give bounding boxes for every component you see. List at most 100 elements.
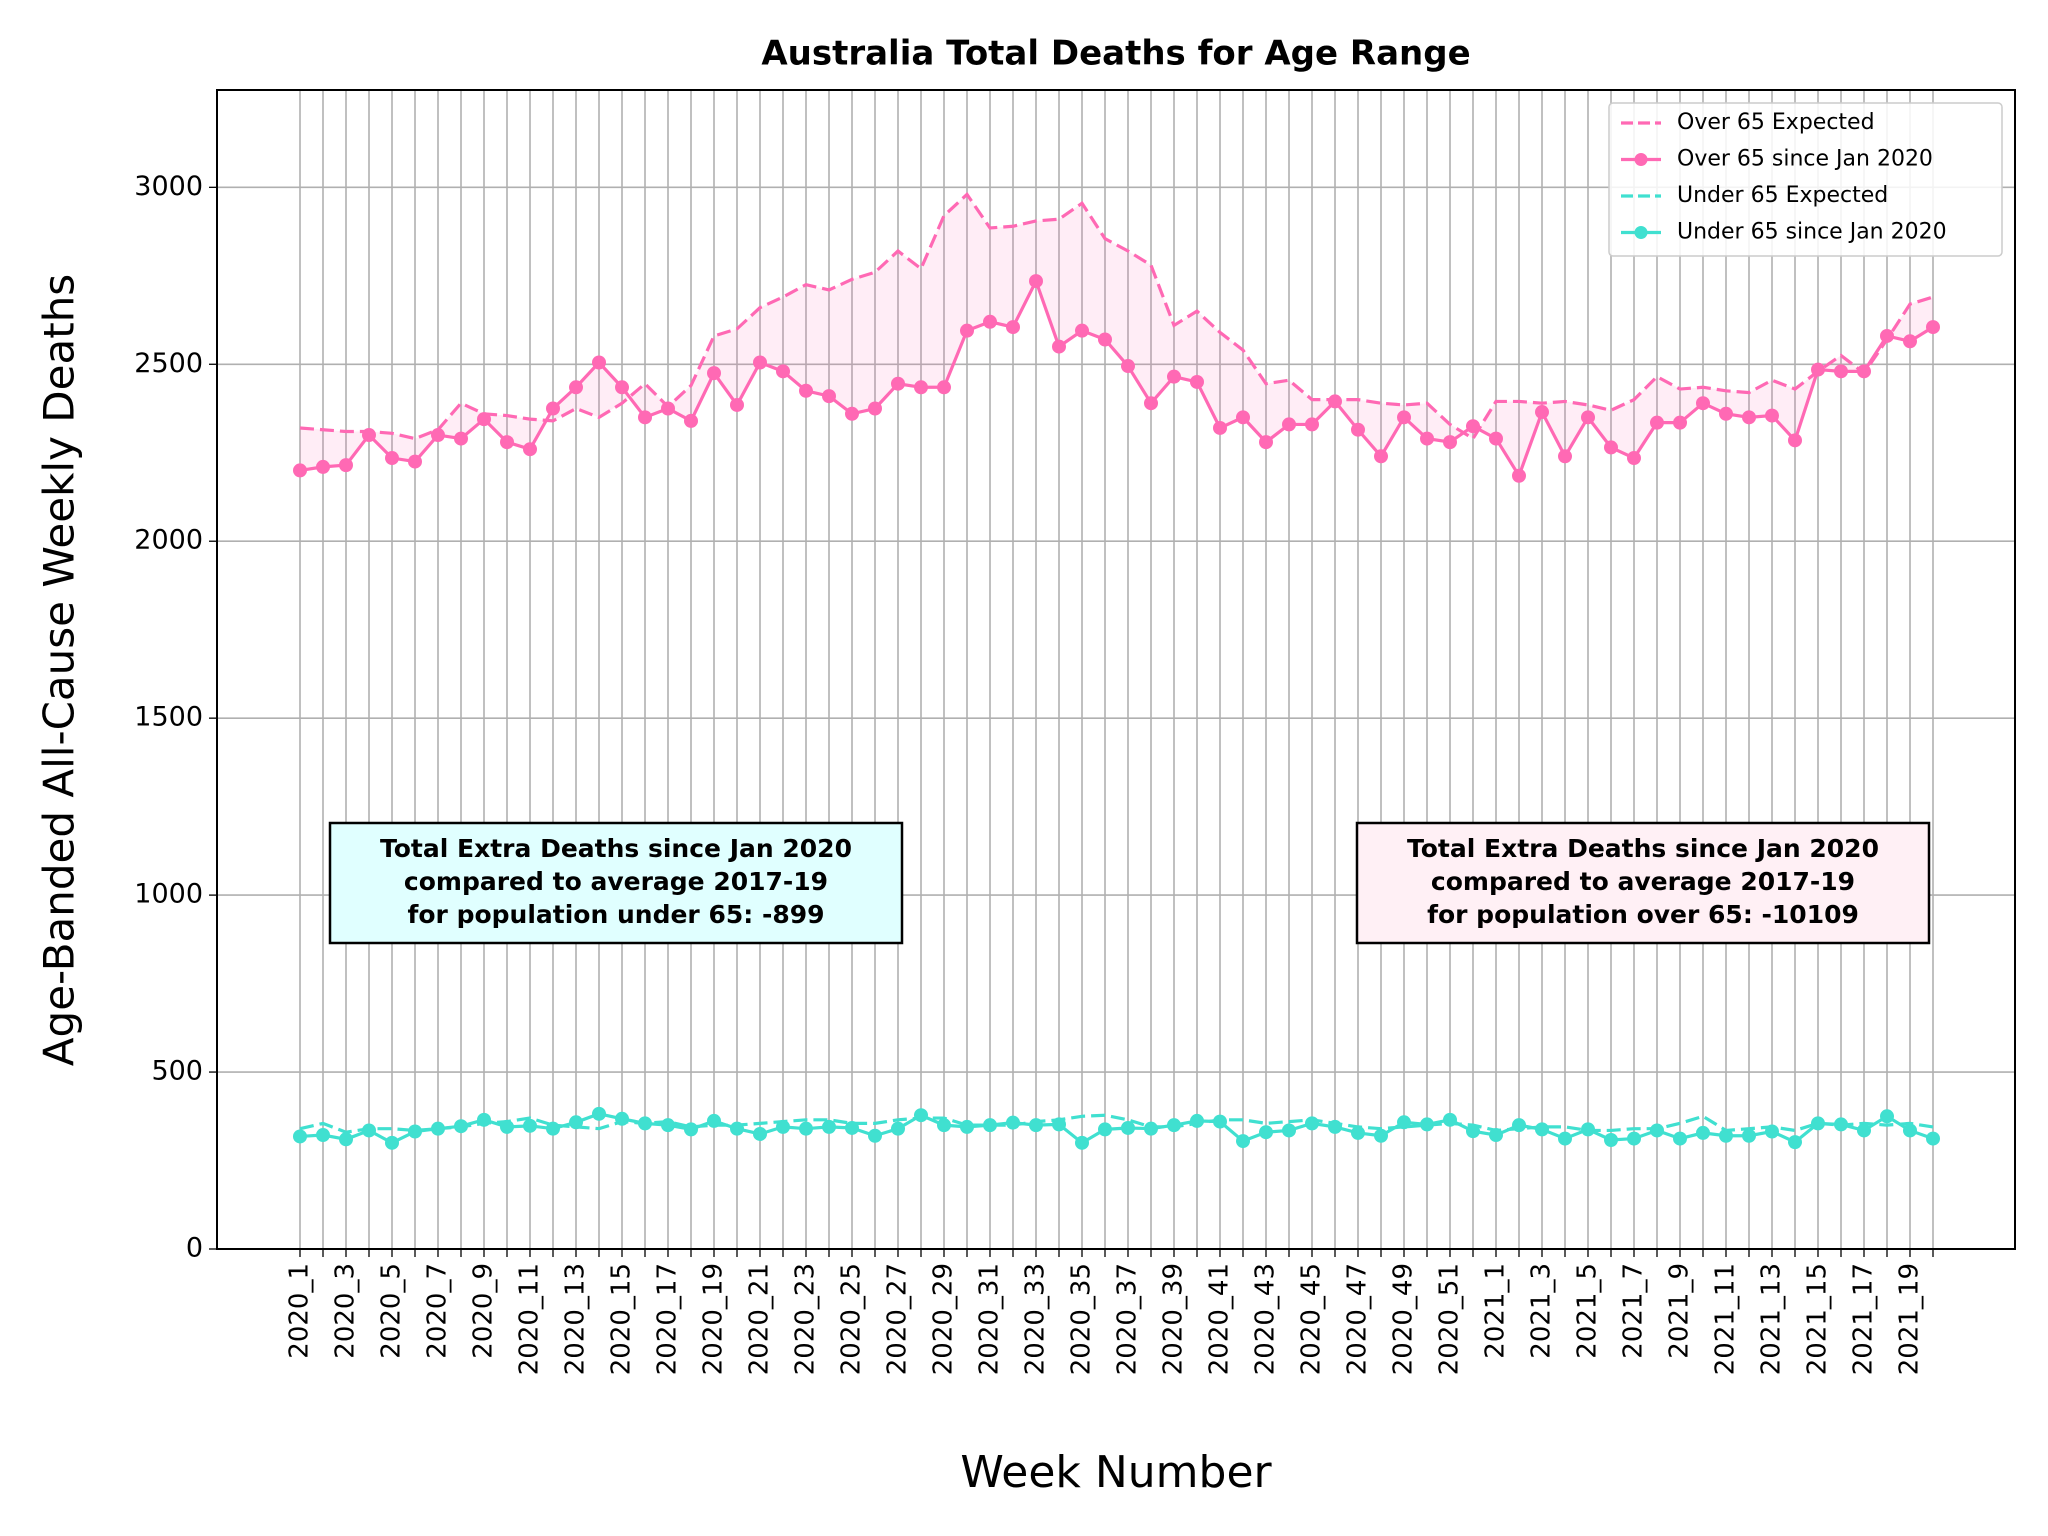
data-point [316,459,330,474]
data-point [1328,394,1342,409]
legend-label: Under 65 Expected [1677,183,1888,208]
x-tick-label: 2020_47 [1343,1263,1373,1375]
x-tick-label: 2020_25 [837,1263,867,1375]
data-point [730,1121,744,1136]
data-point [1558,1131,1572,1146]
data-point [684,1122,698,1137]
data-point [1167,1118,1181,1133]
data-point [1052,339,1066,354]
x-tick-label: 2020_29 [929,1263,959,1375]
annotation-text: Total Extra Deaths since Jan 2020 [380,834,852,863]
x-tick-label: 2020_17 [653,1263,683,1375]
annotation-text: compared to average 2017-19 [404,867,828,896]
data-point [431,1121,445,1136]
data-point [569,1115,583,1130]
data-point [500,1119,514,1134]
series-line [299,191,1934,441]
data-point [1811,362,1825,377]
data-point [1006,320,1020,335]
data-point [477,412,491,427]
data-point [1213,1114,1227,1129]
data-point [1857,364,1871,379]
data-point [891,1121,905,1136]
annotation-text: for population under 65: -899 [407,900,824,929]
x-tick-label: 2020_21 [745,1263,775,1375]
data-point [1788,1135,1802,1150]
data-point [1811,1116,1825,1131]
data-point [316,1128,330,1143]
data-point [1650,1123,1664,1138]
data-point [1121,1120,1135,1135]
data-point [868,401,882,416]
data-point [1420,1117,1434,1132]
data-point [753,355,767,370]
data-point [339,1132,353,1147]
annotation-box [328,821,904,945]
data-point [546,1121,560,1136]
x-tick-label: 2020_33 [1021,1263,1051,1375]
y-tick-label: 3000 [134,171,203,202]
data-point [776,1119,790,1134]
data-point [937,1118,951,1133]
data-point [1190,1113,1204,1128]
data-point [1075,323,1089,338]
x-tick-label: 2021_3 [1527,1263,1557,1359]
data-point [1236,1134,1250,1149]
data-point [661,1118,675,1133]
data-point [1397,410,1411,425]
data-point [1627,451,1641,466]
data-point [615,1111,629,1126]
x-tick-label: 2020_7 [423,1263,453,1359]
data-point [1420,431,1434,446]
data-point [1374,1128,1388,1143]
data-point [1167,369,1181,384]
data-point [799,383,813,398]
data-point [1581,410,1595,425]
data-point [868,1128,882,1143]
data-point [1650,415,1664,430]
y-tick-label: 1000 [134,879,203,910]
data-point [1765,1124,1779,1139]
data-point [845,406,859,421]
data-point [339,458,353,473]
data-point [1443,1112,1457,1127]
data-point [1305,1116,1319,1131]
data-point [638,1116,652,1131]
data-point [1926,1131,1940,1146]
data-point [638,410,652,425]
series-line [299,1113,1934,1134]
x-tick-label: 2020_9 [469,1263,499,1359]
data-point [1029,1118,1043,1133]
data-point [362,428,376,443]
x-tick-label: 2020_31 [975,1263,1005,1375]
legend-label: Over 65 since Jan 2020 [1677,147,1933,172]
data-point [1512,1118,1526,1133]
annotation-text: Total Extra Deaths since Jan 2020 [1407,834,1879,863]
annotation-text: compared to average 2017-19 [1431,867,1855,896]
legend-marker [1634,226,1648,239]
legend-box [1608,102,2003,257]
data-point [684,413,698,428]
x-tick-label: 2020_39 [1159,1263,1189,1375]
x-tick-label: 2021_19 [1895,1263,1925,1375]
data-point [523,442,537,457]
data-point [385,1135,399,1150]
legend-marker [1634,153,1648,166]
data-point [983,1118,997,1133]
data-point [1351,1125,1365,1140]
data-point [1765,408,1779,423]
data-point [1696,396,1710,411]
data-point [914,380,928,395]
x-tick-label: 2020_51 [1435,1263,1465,1375]
data-point [1512,468,1526,483]
data-point [1627,1131,1641,1146]
data-point [1443,435,1457,450]
data-point [1535,405,1549,420]
data-point [293,1129,307,1144]
y-tick-label: 0 [186,1233,203,1264]
data-point [1328,1119,1342,1134]
x-tick-label: 2020_23 [791,1263,821,1375]
data-point [753,1126,767,1141]
data-point [1742,410,1756,425]
